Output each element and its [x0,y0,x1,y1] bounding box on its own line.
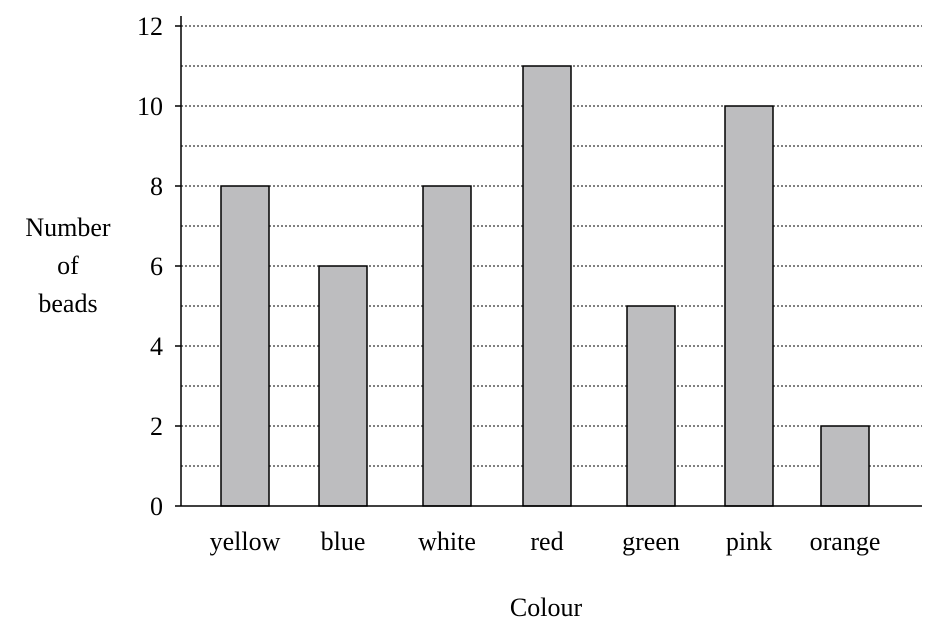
bars [220,65,870,507]
y-axis-label-line-1: Number [25,213,111,242]
y-axis-label-line-3: beads [38,289,97,318]
y-tick-labels: 0 2 4 6 8 10 12 [137,12,163,521]
x-tick-label-blue: blue [321,527,366,556]
y-tick-label-0: 0 [150,492,163,521]
bar-orange [820,425,870,507]
x-tick-label-pink: pink [726,527,772,556]
bar-red [522,65,572,507]
y-tick-label-8: 8 [150,172,163,201]
bar-blue [318,265,368,507]
x-tick-label-white: white [418,527,476,556]
x-tick-label-yellow: yellow [210,527,281,556]
x-tick-label-orange: orange [810,527,881,556]
x-tick-label-red: red [530,527,563,556]
y-axis-label-line-2: of [57,251,79,280]
bar-white [422,185,472,507]
y-tick-label-2: 2 [150,412,163,441]
axes [175,16,922,507]
y-tick-label-12: 12 [137,12,163,41]
gridlines [181,25,922,467]
x-axis-label: Colour [510,593,583,622]
x-category-labels: yellow blue white red green pink orange [210,527,881,556]
bar-pink [724,105,774,507]
y-tick-label-4: 4 [150,332,163,361]
x-tick-label-green: green [622,527,680,556]
bar-green [626,305,676,507]
y-tick-label-6: 6 [150,252,163,281]
bar-yellow [220,185,270,507]
y-tick-label-10: 10 [137,92,163,121]
